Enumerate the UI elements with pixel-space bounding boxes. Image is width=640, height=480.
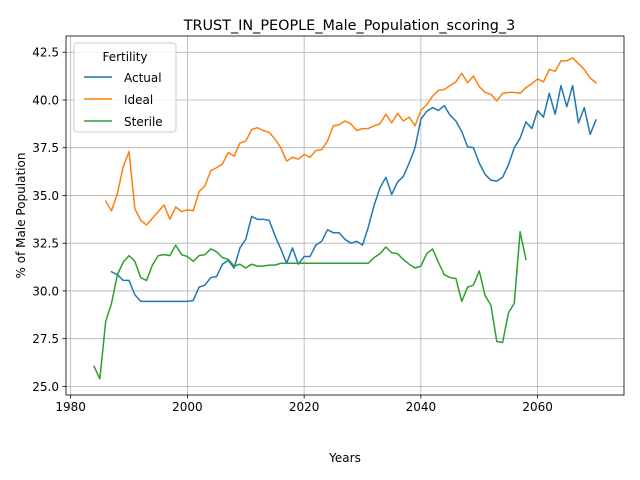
x-tick-label: 2000 (172, 400, 203, 414)
y-tick-label: 37.5 (32, 141, 59, 155)
legend-label-sterile: Sterile (124, 115, 163, 129)
y-tick-label: 42.5 (32, 46, 59, 60)
legend-title: Fertility (102, 50, 147, 64)
legend-label-ideal: Ideal (124, 93, 153, 107)
x-axis: 1980 2000 2020 2040 2060 (55, 395, 553, 414)
chart-title: TRUST_IN_PEOPLE_Male_Population_scoring_… (183, 18, 516, 34)
legend: Fertility Actual Ideal Sterile (73, 42, 177, 133)
series-line-actual (110, 84, 597, 303)
y-tick-label: 30.0 (32, 284, 59, 298)
legend-label-actual: Actual (124, 71, 162, 85)
x-tick-label: 2060 (522, 400, 553, 414)
legend-box (73, 42, 177, 133)
y-tick-label: 32.5 (32, 237, 59, 251)
legend-items: Actual Ideal Sterile (84, 71, 163, 129)
x-axis-label: Years (328, 451, 361, 465)
x-tick-label: 2020 (289, 400, 320, 414)
y-axis: 25.0 27.5 30.0 32.5 35.0 37.5 40.0 42.5 (32, 46, 66, 394)
y-tick-label: 40.0 (32, 93, 59, 107)
x-tick-label: 1980 (55, 400, 86, 414)
y-tick-label: 35.0 (32, 189, 59, 203)
y-tick-label: 25.0 (32, 380, 59, 394)
plot-frame (65, 35, 625, 396)
series-line-sterile (93, 230, 527, 380)
grid (66, 36, 624, 395)
series-line-ideal (104, 57, 598, 226)
x-tick-label: 2040 (406, 400, 437, 414)
y-tick-label: 27.5 (32, 332, 59, 346)
series-layer (93, 57, 598, 380)
y-axis-label: % of Male Population (14, 153, 28, 279)
